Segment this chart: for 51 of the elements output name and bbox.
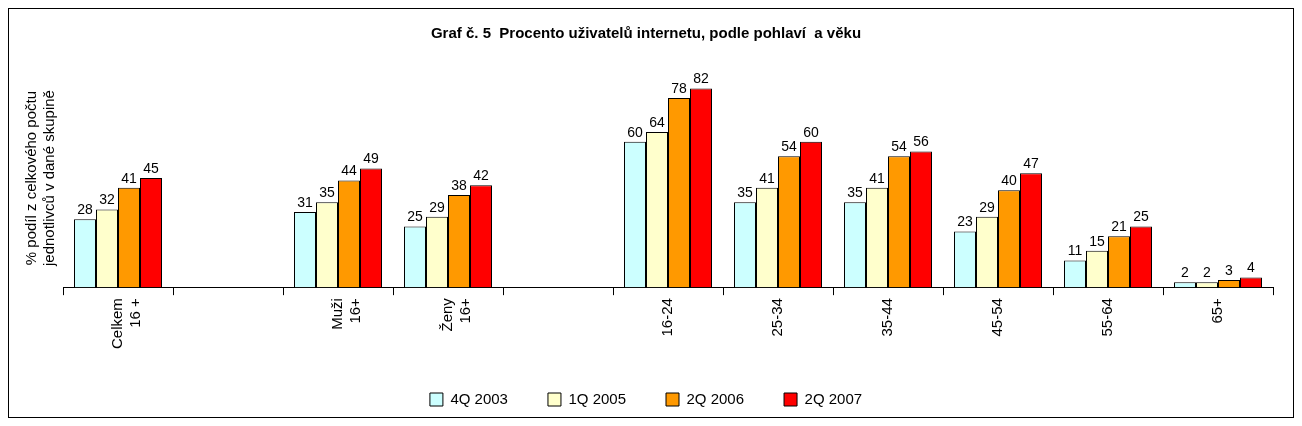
data-label: 45 [143, 159, 159, 176]
x-tick-label: 55-64 [1098, 298, 1116, 337]
legend-label: 2Q 2007 [804, 389, 863, 407]
data-label: 2 [1181, 264, 1190, 281]
data-label: 23 [957, 213, 973, 230]
data-label: 35 [737, 184, 753, 201]
data-label: 56 [913, 133, 929, 150]
x-tick-label: Celkem 16 + [108, 297, 144, 350]
data-label: 64 [649, 113, 665, 130]
data-label: 47 [1023, 155, 1039, 172]
data-label: 29 [429, 198, 445, 215]
x-tick-label: 35-44 [878, 298, 896, 337]
y-axis-title: % podíl z celkového počtu jednotlivců v dané skupině [22, 90, 58, 268]
x-tick-label: Muži 16+ [328, 297, 364, 330]
x-tick-label: 65+ [1208, 297, 1226, 324]
data-label: 54 [891, 138, 907, 155]
x-tick-label: Ženy 16+ [438, 297, 474, 332]
data-label: 25 [407, 208, 423, 225]
legend-label: 2Q 2006 [686, 389, 745, 407]
data-label: 42 [473, 167, 489, 184]
data-label: 60 [627, 123, 643, 140]
data-label: 41 [759, 169, 775, 186]
data-label: 41 [121, 169, 137, 186]
data-label: 2 [1203, 264, 1212, 281]
data-label: 78 [671, 79, 687, 96]
data-label: 35 [847, 184, 863, 201]
data-label: 21 [1111, 218, 1127, 235]
data-label: 3 [1225, 261, 1234, 278]
data-label: 41 [869, 169, 885, 186]
data-label: 31 [297, 193, 313, 210]
data-label: 49 [363, 150, 379, 167]
x-tick-label: 16-24 [658, 298, 676, 337]
data-label: 4 [1247, 259, 1256, 276]
legend-label: 1Q 2005 [568, 389, 626, 407]
data-label: 35 [319, 184, 335, 201]
x-tick-label: 45-54 [988, 298, 1006, 337]
data-label: 40 [1001, 172, 1017, 189]
data-label: 29 [979, 198, 995, 215]
data-label: 25 [1133, 208, 1149, 225]
data-label: 15 [1089, 232, 1105, 249]
data-label: 32 [99, 191, 115, 208]
data-label: 82 [693, 70, 709, 87]
data-label: 44 [341, 162, 357, 179]
data-label: 11 [1067, 242, 1083, 259]
data-label: 28 [77, 201, 93, 218]
legend-label: 4Q 2003 [450, 389, 508, 407]
x-tick-label: 25-34 [768, 298, 786, 337]
chart-title: Graf č. 5 Procento uživatelů internetu, podle pohlaví a věku [430, 24, 862, 42]
data-label: 54 [781, 138, 797, 155]
data-label: 38 [451, 176, 467, 193]
data-label: 60 [803, 123, 819, 140]
